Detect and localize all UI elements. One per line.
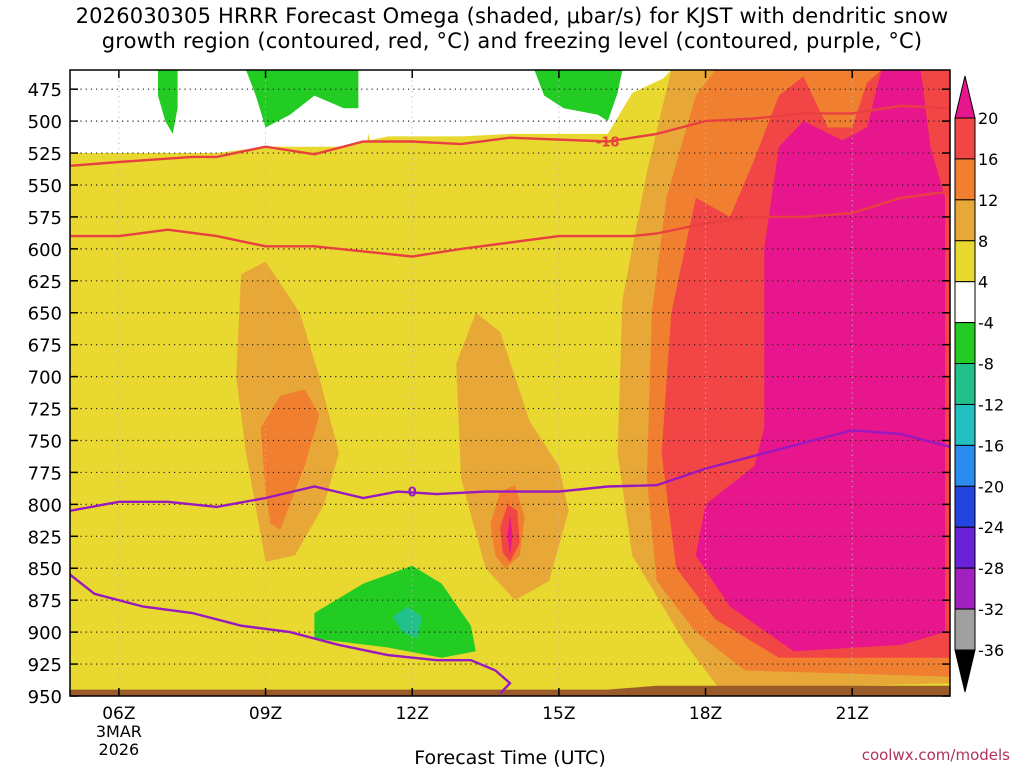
colorbar-bin-2 (954, 158, 976, 201)
shaded-region-downward-green-low (314, 565, 476, 658)
plot-frame (69, 69, 951, 697)
colorbar-bin-10 (954, 485, 976, 528)
y-tick-label-875: 875 (28, 591, 62, 612)
shaded-region-updraft-magenta-mid (507, 514, 513, 556)
colorbar: 20 16 12 8 4 -4 -8 -12 -16 -20 -24 -28 -32 -36 (954, 75, 1004, 693)
y-tick-label-550: 550 (28, 176, 62, 197)
colorbar-bin-4 (954, 240, 976, 283)
colorbar-bin-9 (954, 444, 976, 487)
colorbar-bin-13 (954, 608, 976, 651)
y-tick-label-950: 950 (28, 687, 62, 708)
y-tick-label-575: 575 (28, 208, 62, 229)
y-tick-label-675: 675 (28, 336, 62, 357)
colorbar-bin-5 (954, 281, 976, 324)
y-tick-label-900: 900 (28, 623, 62, 644)
colorbar-bin-1 (954, 117, 976, 160)
colorbar-label-1: 16 (978, 150, 998, 169)
colorbar-bin-7 (954, 363, 976, 405)
y-tick-label-850: 850 (28, 559, 62, 580)
colorbar-label-11: -28 (978, 559, 1004, 578)
dgz-contour-1 (70, 190, 950, 258)
colorbar-label-8: -16 (978, 436, 1004, 455)
colorbar-bin-8 (954, 403, 976, 446)
freezing-contour-0 (70, 429, 950, 512)
x-tick-label-18Z: 18Z (689, 704, 722, 724)
terrain-fill (70, 685, 950, 696)
colorbar-bin-top (954, 75, 976, 119)
y-tick-label-750: 750 (28, 431, 62, 452)
shaded-region-downward-green-top-right (534, 70, 623, 122)
shaded-region-updraft-orange-mid (456, 312, 569, 601)
colorbar-bin-12 (954, 567, 976, 610)
x-tick-label-12Z: 12Z (396, 704, 429, 724)
shaded-region-downward-green-top-mid (246, 70, 359, 128)
shaded-region-updraft-magenta-right (695, 70, 946, 652)
x-tick-sublabel-date: 3MAR (96, 722, 142, 741)
dgz-contour-label-0: -18 (596, 136, 620, 151)
y-tick-label-475: 475 (28, 80, 62, 101)
y-tick-label-775: 775 (28, 463, 62, 484)
y-tick-label-700: 700 (28, 368, 62, 389)
colorbar-label-10: -24 (978, 518, 1004, 537)
shaded-region-updraft-yellow-sfc-left (70, 657, 168, 696)
colorbar-bin-6 (954, 322, 976, 365)
y-tick-label-600: 600 (28, 240, 62, 261)
y-tick-label-500: 500 (28, 112, 62, 133)
freezing-contour-1 (70, 573, 512, 695)
colorbar-label-6: -8 (978, 355, 994, 374)
colorbar-bin-bottom (954, 649, 976, 693)
x-tick-label-15Z: 15Z (542, 704, 575, 724)
x-tick-label-06Z: 06Z (102, 704, 135, 724)
colorbar-label-13: -36 (978, 641, 1004, 660)
colorbar-label-12: -32 (978, 600, 1004, 619)
colorbar-label-7: -12 (978, 395, 1004, 414)
freezing-contour-label-0: 0 (408, 486, 417, 501)
colorbar-label-0: 20 (978, 109, 998, 128)
colorbar-bin-3 (954, 199, 976, 242)
colorbar-label-2: 12 (978, 191, 998, 210)
colorbar-bin-11 (954, 526, 976, 569)
contour-lines: -18 0 (70, 104, 950, 695)
y-tick-label-800: 800 (28, 495, 62, 516)
surface-terrain (70, 685, 950, 696)
x-tick-label-21Z: 21Z (836, 704, 869, 724)
shaded-region-downward-green-top-left (158, 70, 178, 134)
shaded-region-downward-teal-low (392, 606, 422, 639)
colorbar-label-3: 8 (978, 232, 988, 251)
credit-link[interactable]: coolwx.com/models (861, 746, 1010, 764)
omega-shading (70, 70, 950, 696)
y-tick-label-525: 525 (28, 144, 62, 165)
x-tick-label-09Z: 09Z (249, 704, 282, 724)
colorbar-label-5: -4 (978, 314, 994, 333)
colorbar-label-9: -20 (978, 477, 1004, 496)
x-tick-sublabel-year: 2026 (99, 740, 140, 759)
dgz-contour-0 (70, 104, 950, 167)
y-tick-label-825: 825 (28, 527, 62, 548)
colorbar-label-4: 4 (978, 273, 988, 292)
y-tick-label-725: 725 (28, 400, 62, 421)
y-tick-label-625: 625 (28, 272, 62, 293)
plot-border (69, 69, 951, 697)
x-axis-label: Forecast Time (UTC) (414, 747, 605, 768)
chart-title-line1: 2026030305 HRRR Forecast Omega (shaded, … (75, 4, 949, 28)
chart-title: 2026030305 HRRR Forecast Omega (shaded, … (0, 4, 1024, 54)
chart-title-line2: growth region (contoured, red, °C) and f… (101, 29, 923, 53)
y-tick-label-650: 650 (28, 304, 62, 325)
y-tick-label-925: 925 (28, 655, 62, 676)
y-axis-ticks: 475 500 525 550 575 600 625 650 675 700 725 750 775 8… (28, 80, 950, 708)
